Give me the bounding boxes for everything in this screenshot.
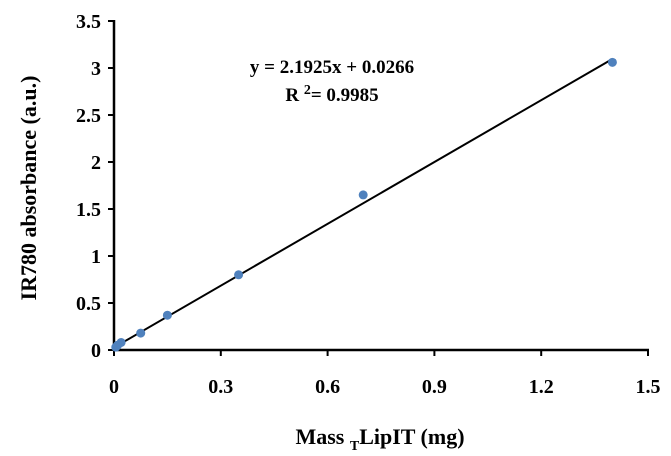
data-point: [607, 57, 617, 67]
y-tick-label: 0: [91, 340, 101, 362]
r2-prefix: R: [285, 85, 303, 106]
y-tick-label: 1.5: [76, 199, 101, 221]
r2-superscript: 2: [304, 83, 311, 98]
axes: [108, 20, 649, 356]
r2-value: = 0.9985: [311, 85, 379, 106]
data-point: [136, 328, 146, 338]
y-tick-label: 3.5: [76, 11, 101, 33]
data-point: [162, 310, 172, 320]
data-point: [234, 270, 244, 280]
x-tick-label: 1.5: [636, 376, 661, 398]
data-points: [111, 57, 617, 352]
x-axis-title-rest: LipIT (mg): [359, 424, 464, 449]
y-tick-label: 1: [91, 246, 101, 268]
x-tick-label: 0.3: [208, 376, 233, 398]
y-tick-label: 3: [91, 58, 101, 80]
x-tick-label: 1.2: [529, 376, 554, 398]
tick-labels: 0 0.3 0.6 0.9 1.2 1.5 0 0.5 1 1.5 2 2.5 3 3.5: [76, 11, 661, 398]
x-tick-label: 0: [109, 376, 119, 398]
equation-label: y = 2.1925x + 0.0266: [250, 57, 414, 78]
y-axis-title: IR780 absorbance (a.u.): [16, 76, 41, 301]
r2-label: R 2= 0.9985: [285, 83, 378, 106]
y-tick-label: 2.5: [76, 105, 101, 127]
x-axis-title-main: Mass: [295, 424, 349, 449]
y-tick-label: 2: [91, 152, 101, 174]
data-point: [358, 190, 368, 200]
y-tick-label: 0.5: [76, 293, 101, 315]
x-tick-label: 0.9: [422, 376, 447, 398]
trendline: [113, 58, 613, 349]
x-tick-label: 0.6: [315, 376, 340, 398]
x-axis-title-subscript: T: [350, 439, 360, 454]
data-point: [116, 337, 126, 347]
x-axis-title: Mass TLipIT (mg): [295, 424, 464, 454]
